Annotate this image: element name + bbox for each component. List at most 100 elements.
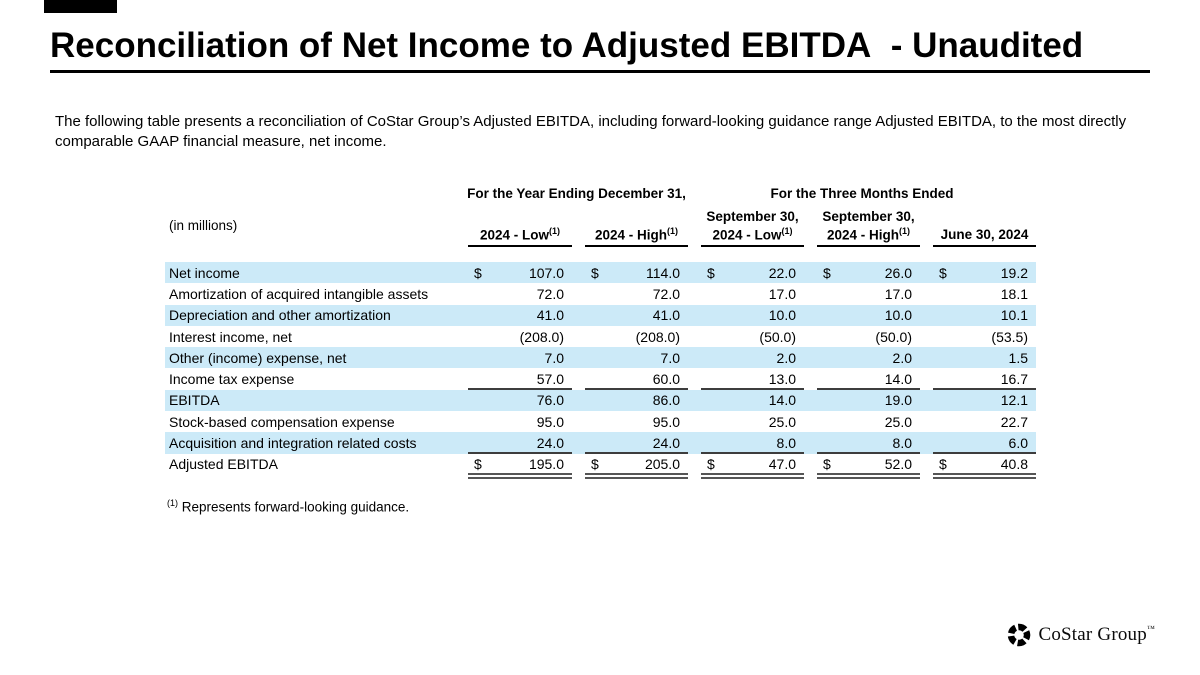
value-cell-box: 57.0 bbox=[468, 368, 572, 389]
dollar-sign: $ bbox=[591, 264, 599, 281]
value-cell-box: 24.0 bbox=[585, 432, 688, 453]
row-label: EBITDA bbox=[169, 392, 220, 409]
cell-value: (50.0) bbox=[759, 328, 796, 345]
cell-value: 13.0 bbox=[768, 371, 796, 388]
value-cell-box: 2.0 bbox=[701, 347, 804, 368]
dollar-sign: $ bbox=[707, 456, 715, 473]
cell-value: 57.0 bbox=[536, 371, 564, 388]
footnote-marker: (1) bbox=[167, 498, 178, 508]
value-cell: 2.0 bbox=[804, 347, 920, 368]
table-row: Interest income, net (208.0) (208.0) (50.0)… bbox=[165, 326, 1036, 347]
value-cell-box: 25.0 bbox=[701, 411, 804, 432]
cell-value: 2.0 bbox=[776, 349, 796, 366]
value-cell: 76.0 bbox=[465, 390, 572, 411]
cell-value: 41.0 bbox=[536, 307, 564, 324]
dollar-sign: $ bbox=[474, 264, 482, 281]
value-cell-box: $107.0 bbox=[468, 262, 572, 283]
dollar-sign: $ bbox=[823, 456, 831, 473]
group-header-quarter: For the Three Months Ended bbox=[770, 186, 954, 201]
table-row: Acquisition and integration related cost… bbox=[165, 432, 1036, 454]
value-cell: 72.0 bbox=[465, 283, 572, 304]
value-cell-box: 95.0 bbox=[585, 411, 688, 432]
reconciliation-table: For the Year Ending December 31, For the… bbox=[165, 186, 1036, 480]
cell-value: 19.0 bbox=[884, 392, 912, 409]
column-header-label: September 30, 2024 - High(1) bbox=[817, 203, 920, 247]
value-cell-box: 72.0 bbox=[468, 283, 572, 304]
value-cell-box: $47.0 bbox=[701, 454, 804, 480]
cell-value: 205.0 bbox=[644, 456, 680, 473]
column-header: September 30, 2024 - High(1) bbox=[804, 203, 920, 247]
value-cell: 6.0 bbox=[920, 432, 1036, 453]
cell-value: 24.0 bbox=[652, 435, 680, 452]
cell-value: 7.0 bbox=[544, 349, 564, 366]
row-label: Depreciation and other amortization bbox=[169, 307, 391, 324]
cell-value: 26.0 bbox=[884, 264, 912, 281]
cell-value: 76.0 bbox=[536, 392, 564, 409]
cell-value: 14.0 bbox=[884, 371, 912, 388]
value-cell-box: 7.0 bbox=[585, 347, 688, 368]
value-cell-box: 17.0 bbox=[817, 283, 920, 304]
value-cell: 17.0 bbox=[804, 283, 920, 304]
value-cell: 95.0 bbox=[572, 411, 688, 432]
value-cell-box: 76.0 bbox=[468, 390, 572, 411]
column-header-label: 2024 - Low(1) bbox=[468, 203, 572, 247]
value-cell-box: $40.8 bbox=[933, 454, 1036, 480]
value-cell: 14.0 bbox=[688, 390, 804, 411]
value-cell-box: 1.5 bbox=[933, 347, 1036, 368]
column-header-row: (in millions) 2024 - Low(1) 2024 - High(1… bbox=[165, 203, 1036, 247]
value-cell-box: $19.2 bbox=[933, 262, 1036, 283]
cell-value: 60.0 bbox=[652, 371, 680, 388]
cell-value: 86.0 bbox=[652, 392, 680, 409]
value-cell: 41.0 bbox=[465, 305, 572, 326]
value-cell: 1.5 bbox=[920, 347, 1036, 368]
cell-value: 19.2 bbox=[1000, 264, 1028, 281]
column-header: June 30, 2024 bbox=[920, 203, 1036, 247]
value-cell-box: $195.0 bbox=[468, 454, 572, 480]
value-cell-box: $22.0 bbox=[701, 262, 804, 283]
footnote-ref: (1) bbox=[781, 225, 793, 236]
page-title: Reconciliation of Net Income to Adjusted… bbox=[50, 26, 1084, 65]
row-label: Income tax expense bbox=[169, 371, 295, 388]
table-row: Net income $107.0 $114.0 $22.0 $26.0 $19.2 bbox=[165, 262, 1036, 284]
cell-value: 12.1 bbox=[1000, 392, 1028, 409]
value-cell-box: 86.0 bbox=[585, 390, 688, 411]
value-cell-box: $205.0 bbox=[585, 454, 688, 480]
trademark-symbol: ™ bbox=[1146, 624, 1155, 633]
cell-value: 2.0 bbox=[892, 349, 912, 366]
cell-value: 114.0 bbox=[646, 264, 680, 281]
value-cell: 10.0 bbox=[688, 305, 804, 326]
value-cell: (53.5) bbox=[920, 326, 1036, 347]
table-row: Amortization of acquired intangible asse… bbox=[165, 283, 1036, 304]
value-cell: 8.0 bbox=[804, 432, 920, 453]
cell-value: 10.0 bbox=[768, 307, 796, 324]
column-header-line1: September 30, bbox=[706, 208, 799, 224]
costar-logo: CoStar Group™ bbox=[1006, 622, 1155, 648]
value-cell: 95.0 bbox=[465, 411, 572, 432]
title-underline bbox=[50, 70, 1150, 73]
value-cell-box: 18.1 bbox=[933, 283, 1036, 304]
value-cell: 10.0 bbox=[804, 305, 920, 326]
table-row: Income tax expense 57.0 60.0 13.0 14.0 16.7 bbox=[165, 368, 1036, 389]
footnote-ref: (1) bbox=[899, 225, 911, 236]
value-cell: (50.0) bbox=[804, 326, 920, 347]
column-header-label: September 30, 2024 - Low(1) bbox=[701, 203, 804, 247]
column-header-label: 2024 - High(1) bbox=[585, 203, 688, 247]
value-cell-box: 8.0 bbox=[817, 432, 920, 453]
value-cell: 24.0 bbox=[572, 432, 688, 453]
value-cell: $22.0 bbox=[688, 262, 804, 283]
value-cell-box: 12.1 bbox=[933, 390, 1036, 411]
value-cell-box: 14.0 bbox=[817, 368, 920, 389]
cell-value: 7.0 bbox=[660, 349, 680, 366]
cell-value: 107.0 bbox=[528, 264, 564, 281]
value-cell-box: 95.0 bbox=[468, 411, 572, 432]
value-cell: 25.0 bbox=[688, 411, 804, 432]
group-header-spacer bbox=[165, 186, 465, 203]
costar-logo-text: CoStar Group™ bbox=[1038, 624, 1155, 645]
value-cell: 18.1 bbox=[920, 283, 1036, 304]
table-row: EBITDA 76.0 86.0 14.0 19.0 12.1 bbox=[165, 389, 1036, 412]
footnote-ref: (1) bbox=[667, 225, 679, 236]
table-row: Other (income) expense, net 7.0 7.0 2.0 2.0 1… bbox=[165, 347, 1036, 369]
row-label: Interest income, net bbox=[169, 328, 292, 345]
value-cell: 17.0 bbox=[688, 283, 804, 304]
value-cell-box: 10.0 bbox=[701, 305, 804, 326]
